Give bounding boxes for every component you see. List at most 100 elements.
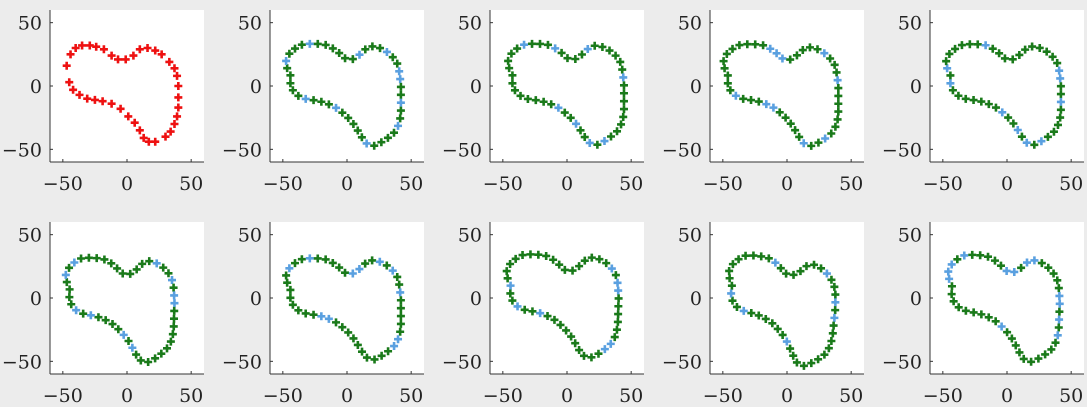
data-point bbox=[170, 64, 179, 73]
y-tick-label: 50 bbox=[238, 13, 262, 35]
data-point bbox=[782, 269, 791, 278]
data-point bbox=[611, 271, 620, 280]
data-point bbox=[1015, 50, 1024, 59]
data-point bbox=[723, 71, 732, 80]
y-tick-label: 0 bbox=[470, 76, 482, 98]
data-point bbox=[1009, 119, 1018, 128]
data-point bbox=[739, 306, 748, 315]
data-point bbox=[394, 335, 403, 344]
data-point bbox=[118, 269, 127, 278]
data-point bbox=[769, 103, 778, 112]
data-point bbox=[961, 94, 970, 103]
data-point bbox=[61, 270, 70, 279]
data-point bbox=[1015, 348, 1024, 357]
data-point bbox=[286, 285, 295, 294]
data-point bbox=[1027, 357, 1036, 366]
data-point bbox=[789, 270, 798, 279]
data-point bbox=[71, 44, 80, 52]
data-point bbox=[543, 312, 552, 321]
data-point bbox=[151, 354, 160, 363]
data-point bbox=[786, 55, 795, 64]
data-point bbox=[92, 254, 101, 263]
data-point bbox=[1011, 341, 1020, 350]
data-point bbox=[560, 265, 569, 274]
data-point bbox=[571, 339, 580, 348]
data-point bbox=[1017, 132, 1026, 141]
data-point bbox=[157, 349, 166, 358]
data-point bbox=[94, 313, 103, 322]
data-point bbox=[614, 302, 623, 311]
data-point bbox=[338, 323, 347, 332]
data-point bbox=[324, 100, 333, 109]
data-point bbox=[66, 50, 75, 59]
data-point bbox=[101, 316, 110, 325]
y-tick-label: 50 bbox=[18, 13, 42, 35]
data-point bbox=[301, 94, 310, 103]
y-tick-label: 0 bbox=[690, 288, 702, 310]
data-point bbox=[828, 329, 837, 338]
data-point bbox=[107, 99, 116, 108]
data-point bbox=[600, 137, 609, 146]
data-point bbox=[951, 44, 960, 53]
data-point bbox=[388, 53, 397, 62]
data-point bbox=[116, 104, 125, 113]
data-point bbox=[370, 355, 379, 364]
data-point bbox=[285, 264, 294, 273]
data-point bbox=[368, 256, 377, 265]
data-point bbox=[997, 322, 1006, 331]
data-point bbox=[1056, 113, 1065, 122]
data-point bbox=[506, 259, 515, 268]
data-point bbox=[572, 119, 581, 128]
data-point bbox=[722, 49, 731, 58]
data-point bbox=[613, 317, 622, 326]
data-point bbox=[613, 127, 622, 136]
data-point bbox=[587, 253, 596, 262]
data-point bbox=[766, 44, 775, 53]
y-tick-label: 50 bbox=[898, 225, 922, 247]
data-point bbox=[528, 39, 537, 48]
data-point bbox=[516, 91, 525, 100]
data-point bbox=[754, 311, 763, 320]
data-point bbox=[283, 278, 292, 287]
data-point bbox=[773, 324, 782, 333]
data-point bbox=[294, 306, 303, 315]
data-point bbox=[1055, 291, 1064, 300]
data-point bbox=[396, 296, 405, 305]
data-point bbox=[286, 293, 295, 302]
data-point bbox=[969, 96, 978, 105]
subplot-r0-c1: −50 0 50 −50 0 50 bbox=[222, 10, 424, 195]
y-tick-label: 50 bbox=[678, 225, 702, 247]
data-point bbox=[827, 129, 836, 138]
data-point bbox=[523, 94, 532, 103]
data-point bbox=[358, 347, 367, 356]
data-point bbox=[168, 330, 177, 339]
data-point bbox=[135, 126, 144, 135]
data-point bbox=[1004, 113, 1013, 122]
data-point bbox=[393, 59, 402, 68]
data-point bbox=[612, 325, 621, 334]
y-tick-label: 50 bbox=[458, 225, 482, 247]
data-point bbox=[338, 108, 347, 117]
data-point bbox=[575, 262, 584, 271]
data-point bbox=[286, 79, 295, 88]
data-point bbox=[396, 114, 405, 123]
x-tick-label: 0 bbox=[561, 173, 573, 195]
data-point bbox=[796, 267, 805, 276]
data-point bbox=[332, 318, 341, 327]
data-point bbox=[384, 347, 393, 356]
data-point bbox=[170, 306, 179, 315]
y-tick-label: 50 bbox=[18, 225, 42, 247]
data-point bbox=[580, 256, 589, 265]
data-point bbox=[526, 250, 535, 259]
data-point bbox=[776, 264, 785, 273]
data-point bbox=[757, 252, 766, 261]
data-point bbox=[961, 306, 970, 315]
data-point bbox=[395, 280, 404, 289]
data-point bbox=[798, 46, 807, 55]
x-tick-label: 0 bbox=[1001, 385, 1013, 407]
data-point bbox=[1021, 45, 1030, 54]
data-point bbox=[1054, 323, 1063, 332]
data-point bbox=[1003, 328, 1012, 337]
x-tick-label: −50 bbox=[263, 173, 303, 195]
data-point bbox=[1053, 59, 1062, 68]
